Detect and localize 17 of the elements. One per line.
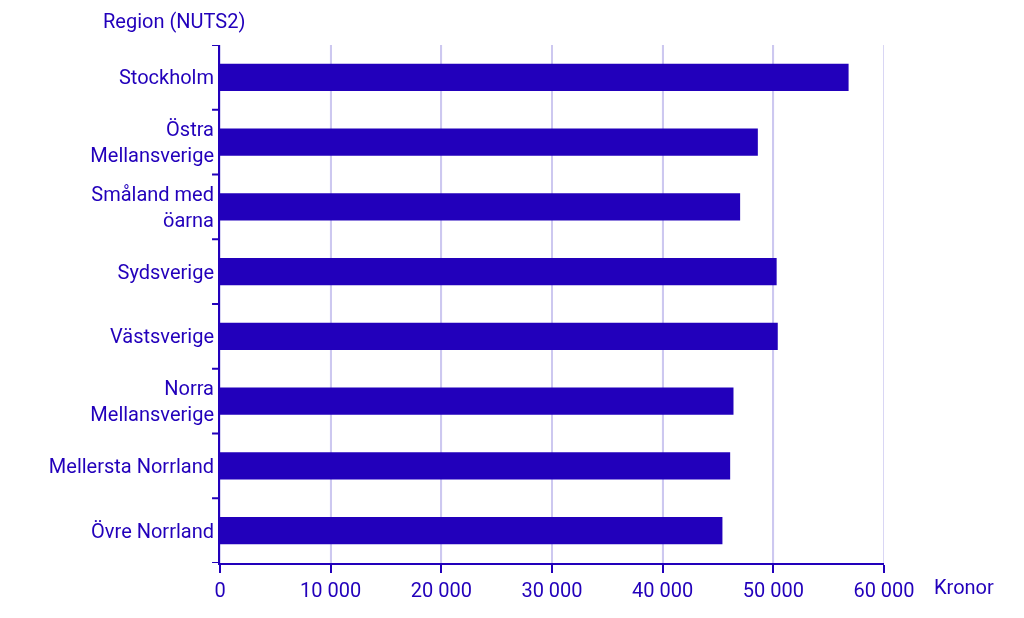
y-tick-label: Östra Mellansverige [90,117,214,168]
x-tick-label: 0 [214,578,226,602]
y-tick-label: Stockholm [118,65,214,90]
x-tick-label: 30 000 [521,578,583,602]
y-tick-label: Västsverige [110,324,214,349]
y-tick-label: Övre Norrland [91,518,214,543]
y-axis-title: Region (NUTS2) [103,9,246,33]
x-tick-label: 20 000 [410,578,472,602]
y-tick-label: Småland med öarna [91,181,214,232]
y-tick-label: Sydsverige [117,259,214,284]
x-tick-label: 10 000 [300,578,362,602]
x-tick-label: 50 000 [742,578,804,602]
x-axis-title: Kronor [934,575,994,599]
y-tick-label: Mellersta Norrland [48,453,214,478]
x-tick-label: 60 000 [853,578,915,602]
x-tick-label: 40 000 [632,578,694,602]
y-tick-label: Norra Mellansverige [90,376,214,427]
